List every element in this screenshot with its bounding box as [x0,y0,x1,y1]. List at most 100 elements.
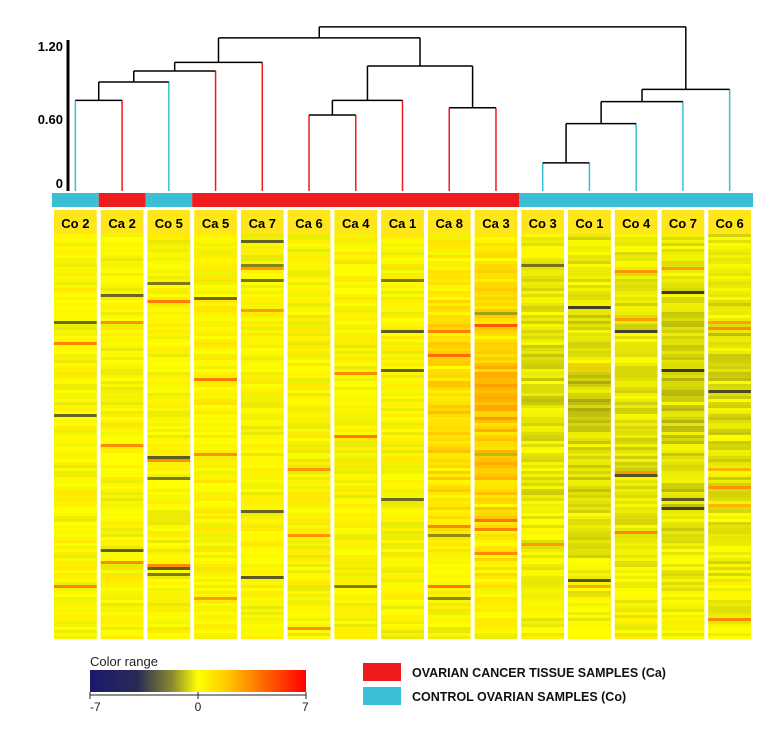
heatmap-cell [334,348,378,351]
heatmap-cell [381,438,424,441]
heatmap-cell [194,240,237,243]
heatmap-cell [521,411,565,414]
heatmap-cell [54,609,97,612]
heatmap-cell [661,615,705,618]
heatmap-cell [568,396,611,399]
heatmap-cell [147,243,191,246]
heatmap-cell [427,390,471,393]
heatmap-cell [100,357,144,360]
heatmap-cell [100,282,144,285]
heatmap-cell [194,285,237,288]
heatmap-cell [614,393,658,396]
heatmap-column: Co 7 [661,210,705,639]
heatmap-cell [100,306,144,309]
heatmap-cell [614,240,658,243]
heatmap-cell [194,402,237,405]
heatmap-cell [474,375,518,378]
heatmap-cell [427,495,471,498]
heatmap-cell [614,492,658,495]
heatmap-cell [194,438,237,441]
heatmap-cell [287,585,331,588]
heatmap-cell [661,594,705,597]
heatmap-cell [521,522,565,525]
heatmap-cell [194,453,237,456]
heatmap-cell [381,267,424,270]
heatmap-cell [708,315,751,318]
heatmap-cell [474,576,518,579]
heatmap-cell [381,501,424,504]
heatmap-cell [147,597,191,600]
heatmap-cell [240,360,284,363]
heatmap-cell [100,390,144,393]
heatmap-cell [661,285,705,288]
heatmap-cell [427,255,471,258]
heatmap-cell [287,342,331,345]
heatmap-cell [661,585,705,588]
heatmap-cell [147,522,191,525]
heatmap-cell [661,405,705,408]
heatmap-cell [287,582,331,585]
heatmap-cell [100,321,144,324]
heatmap-cell [100,474,144,477]
heatmap-cell [100,348,144,351]
heatmap-cell [147,543,191,546]
heatmap-cell [147,609,191,612]
dendro-tick-label-1.20: 1.20 [38,39,63,54]
heatmap-cell [614,396,658,399]
heatmap-cell [100,375,144,378]
heatmap-cell [54,456,97,459]
heatmap-cell [661,234,705,237]
heatmap-cell [614,291,658,294]
heatmap-cell [334,255,378,258]
heatmap-cell [100,630,144,633]
heatmap-cell [381,468,424,471]
heatmap-cell [287,294,331,297]
heatmap-cell [54,528,97,531]
heatmap-cell [334,318,378,321]
heatmap-cell [708,588,751,591]
heatmap-cell [287,414,331,417]
heatmap-cell [708,327,751,330]
heatmap-cell [147,564,191,567]
heatmap-cell [240,585,284,588]
heatmap-cell [521,606,565,609]
heatmap-cell [100,570,144,573]
heatmap-cell [708,624,751,627]
heatmap-cell [287,261,331,264]
heatmap-cell [287,474,331,477]
heatmap-cell [100,351,144,354]
heatmap-cell [427,543,471,546]
heatmap-cell [708,450,751,453]
heatmap-cell [54,291,97,294]
heatmap-cell [661,387,705,390]
heatmap-cell [100,438,144,441]
heatmap-cell [54,501,97,504]
heatmap-cell [147,282,191,285]
heatmap-cell [194,519,237,522]
heatmap-cell [54,474,97,477]
heatmap-cell [100,567,144,570]
heatmap-cell [474,438,518,441]
heatmap-cell [708,399,751,402]
heatmap-cell [100,537,144,540]
heatmap-cell [54,276,97,279]
heatmap-cell [381,306,424,309]
heatmap-cell [568,630,611,633]
heatmap-cell [194,597,237,600]
heatmap-cell [521,501,565,504]
heatmap-cell [334,615,378,618]
heatmap-cell [427,597,471,600]
heatmap-cell [381,252,424,255]
heatmap-cell [334,324,378,327]
heatmap-cell [54,588,97,591]
heatmap-cell [147,621,191,624]
heatmap-cell [474,249,518,252]
heatmap-cell [521,483,565,486]
heatmap-cell [240,357,284,360]
heatmap-cell [474,534,518,537]
heatmap-cell [614,597,658,600]
heatmap-cell [240,474,284,477]
heatmap-cell [521,462,565,465]
heatmap-cell [427,276,471,279]
